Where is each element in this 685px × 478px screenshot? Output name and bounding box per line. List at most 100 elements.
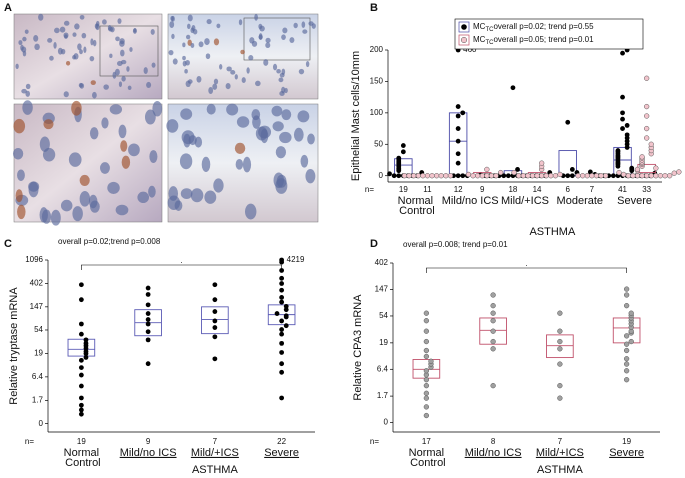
data-point (78, 282, 84, 288)
data-point (423, 395, 430, 401)
data-point (667, 173, 673, 179)
data-point (279, 318, 285, 324)
data-point (557, 361, 563, 367)
data-point (625, 173, 631, 179)
data-point (423, 404, 430, 410)
cell (187, 23, 191, 30)
cell (79, 49, 83, 55)
x-tick-label: Mild/+ICS (536, 447, 584, 459)
cell (95, 23, 100, 31)
bracket (426, 267, 627, 273)
data-point (620, 110, 625, 116)
cell (146, 81, 152, 89)
data-point (279, 295, 285, 300)
data-point (83, 340, 89, 346)
cell (59, 26, 66, 33)
cell (137, 191, 150, 204)
data-point (212, 334, 218, 340)
cell (17, 169, 25, 181)
cell (119, 38, 125, 45)
data-point (423, 353, 430, 360)
cell (12, 147, 24, 160)
data-point (145, 321, 151, 327)
box (612, 317, 641, 344)
cell (240, 49, 245, 55)
data-point (628, 338, 634, 345)
cell (234, 142, 246, 154)
cell (241, 77, 246, 84)
panel-label: A (4, 2, 12, 14)
cell (115, 36, 120, 42)
cell (63, 20, 70, 26)
cell (293, 22, 298, 29)
cell (254, 13, 258, 21)
data-point (569, 173, 575, 179)
data-point (145, 317, 151, 322)
data-point (623, 341, 630, 347)
cell (242, 156, 252, 173)
cell (50, 209, 61, 226)
cell (190, 188, 204, 203)
data-point (423, 412, 430, 419)
y-tick-label: 1.7 (377, 391, 389, 400)
data-point (490, 383, 496, 389)
data-point (510, 85, 516, 91)
data-point (455, 160, 461, 166)
data-point (279, 299, 285, 305)
y-tick-label: 147 (30, 302, 44, 311)
cell (89, 200, 100, 213)
cell (172, 58, 178, 65)
data-point (145, 337, 151, 343)
cell (120, 140, 128, 152)
data-point (565, 173, 571, 179)
cell (260, 128, 269, 144)
cell (60, 199, 73, 212)
data-point (455, 104, 461, 109)
cell (18, 40, 23, 46)
data-point (400, 143, 406, 148)
cell (78, 82, 84, 88)
data-point (424, 173, 431, 179)
data-point (484, 166, 490, 173)
data-point (552, 173, 559, 179)
data-point (575, 173, 581, 179)
y-tick-label: 0 (39, 419, 44, 428)
x-tick-label: Severe (609, 447, 644, 459)
data-point (490, 292, 496, 298)
data-point (490, 328, 496, 334)
y-tick-label: 147 (375, 285, 389, 294)
cell (33, 35, 39, 42)
data-point (420, 173, 426, 179)
data-point (145, 302, 151, 308)
cell (293, 127, 304, 142)
cell (272, 63, 278, 71)
data-point (396, 155, 402, 161)
x-tick-label: Mild/+ICS (191, 447, 239, 459)
data-point (212, 318, 218, 324)
data-point (78, 297, 84, 303)
data-point (455, 173, 461, 179)
data-point (145, 292, 151, 297)
bracket-label: . (525, 259, 527, 268)
data-point (620, 116, 625, 122)
n-count: 7 (213, 437, 218, 446)
data-point (628, 310, 634, 316)
data-point (455, 113, 461, 119)
cell (225, 82, 231, 90)
data-point (648, 173, 654, 179)
legend-marker (460, 36, 468, 44)
data-point (493, 173, 499, 179)
cell (204, 38, 210, 46)
data-point (557, 338, 563, 345)
n-count: 18 (508, 185, 517, 194)
cell (246, 67, 250, 74)
data-point (657, 173, 664, 179)
cell (302, 29, 308, 34)
cell (276, 68, 281, 74)
y-axis-label: Relative tryptase mRNA (8, 287, 20, 405)
data-point (83, 355, 89, 360)
y-tick-label: 402 (375, 258, 389, 267)
data-point (455, 126, 461, 131)
cell (126, 66, 130, 72)
cell (89, 55, 95, 62)
